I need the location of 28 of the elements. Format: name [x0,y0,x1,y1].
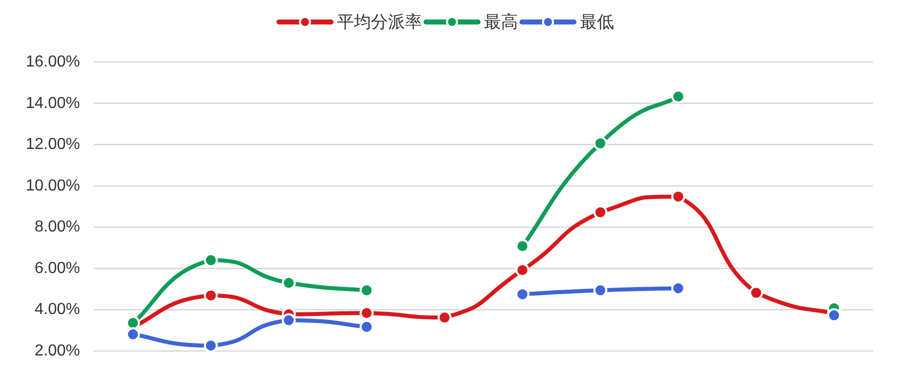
legend-label: 平均分派率 [337,12,422,32]
point [126,327,140,342]
y-tick-label: 6.00% [34,260,80,277]
point [515,287,530,302]
y-tick-label: 16.00% [26,54,80,70]
point [671,281,686,296]
y-tick-label: 4.00% [34,301,80,318]
point [360,283,374,298]
y-tick-label: 8.00% [34,218,80,236]
point [126,316,140,330]
point [204,253,218,268]
point [515,263,530,278]
legend-label: 最低 [580,12,614,32]
y-tick-label: 12.00% [26,136,80,154]
point [593,136,608,150]
point [671,190,686,204]
point [282,276,296,290]
y-tick-label: 14.00% [26,94,80,112]
point [593,283,608,298]
point [360,320,374,334]
point [749,286,764,300]
point [515,239,530,254]
point [204,338,218,353]
point [593,205,608,220]
y-tick-label: 10.00% [26,177,80,194]
legend-label: 最高 [484,12,518,32]
point [282,313,296,328]
y-tick-label: 2.00% [34,342,80,360]
